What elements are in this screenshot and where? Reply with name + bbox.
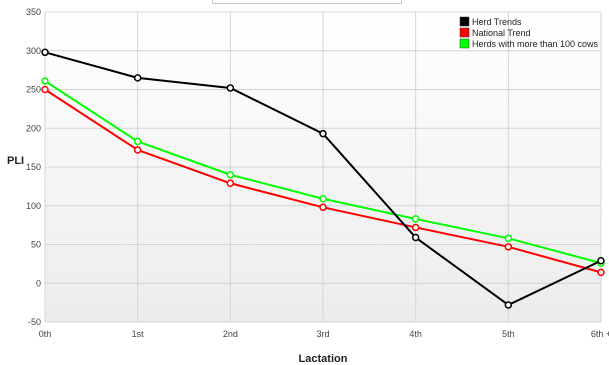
data-point[interactable] <box>411 223 420 232</box>
legend-label[interactable]: National Trend <box>472 28 531 38</box>
y-tick-label: 0 <box>36 278 41 288</box>
data-point[interactable] <box>41 48 49 57</box>
y-axis-ticks: -50 0 50 100 150 200 250 300 350 <box>26 7 41 327</box>
x-tick-label: 4th <box>409 329 422 339</box>
data-point[interactable] <box>411 233 420 242</box>
x-tick-label: 1st <box>132 329 145 339</box>
data-point[interactable] <box>597 268 605 277</box>
data-point[interactable] <box>41 85 49 94</box>
x-tick-label: 6th + <box>591 329 609 339</box>
legend-swatch <box>459 38 470 49</box>
x-axis-title: Lactation <box>299 353 348 365</box>
data-point[interactable] <box>319 129 327 138</box>
legend-swatch <box>459 27 470 38</box>
y-tick-label: 50 <box>31 240 41 250</box>
chart-header-box <box>212 0 402 4</box>
y-tick-label: 200 <box>26 123 41 133</box>
grid-lines <box>44 11 602 323</box>
legend-label[interactable]: Herds with more than 100 cows <box>472 39 599 49</box>
x-tick-label: 2nd <box>223 329 238 339</box>
data-point[interactable] <box>597 257 605 265</box>
data-point[interactable] <box>226 171 235 179</box>
legend-swatch <box>459 16 470 27</box>
data-point[interactable] <box>504 234 513 243</box>
y-tick-label: 150 <box>26 162 41 172</box>
data-point[interactable] <box>226 179 235 188</box>
y-tick-label: 300 <box>26 46 41 56</box>
y-tick-label: 250 <box>26 85 41 95</box>
y-axis-title: PLI <box>7 155 24 167</box>
data-point[interactable] <box>504 301 513 309</box>
x-axis-ticks: 0th 1st 2nd 3rd 4th 5th 6th + <box>39 329 609 339</box>
data-point[interactable] <box>133 74 142 82</box>
x-tick-label: 5th <box>502 329 515 339</box>
data-point[interactable] <box>133 146 142 154</box>
data-point[interactable] <box>411 215 420 223</box>
y-tick-label: 100 <box>26 201 41 211</box>
y-tick-label: -50 <box>28 317 41 327</box>
data-point[interactable] <box>226 84 235 92</box>
data-point[interactable] <box>319 203 327 212</box>
y-tick-label: 350 <box>26 7 41 17</box>
legend-label[interactable]: Herd Trends <box>472 17 522 27</box>
data-point[interactable] <box>133 137 142 146</box>
data-point[interactable] <box>319 195 327 203</box>
x-tick-label: 0th <box>39 329 52 339</box>
data-point[interactable] <box>504 243 513 251</box>
series-layer <box>41 48 605 309</box>
x-tick-label: 3rd <box>316 329 329 339</box>
data-point[interactable] <box>41 77 49 85</box>
